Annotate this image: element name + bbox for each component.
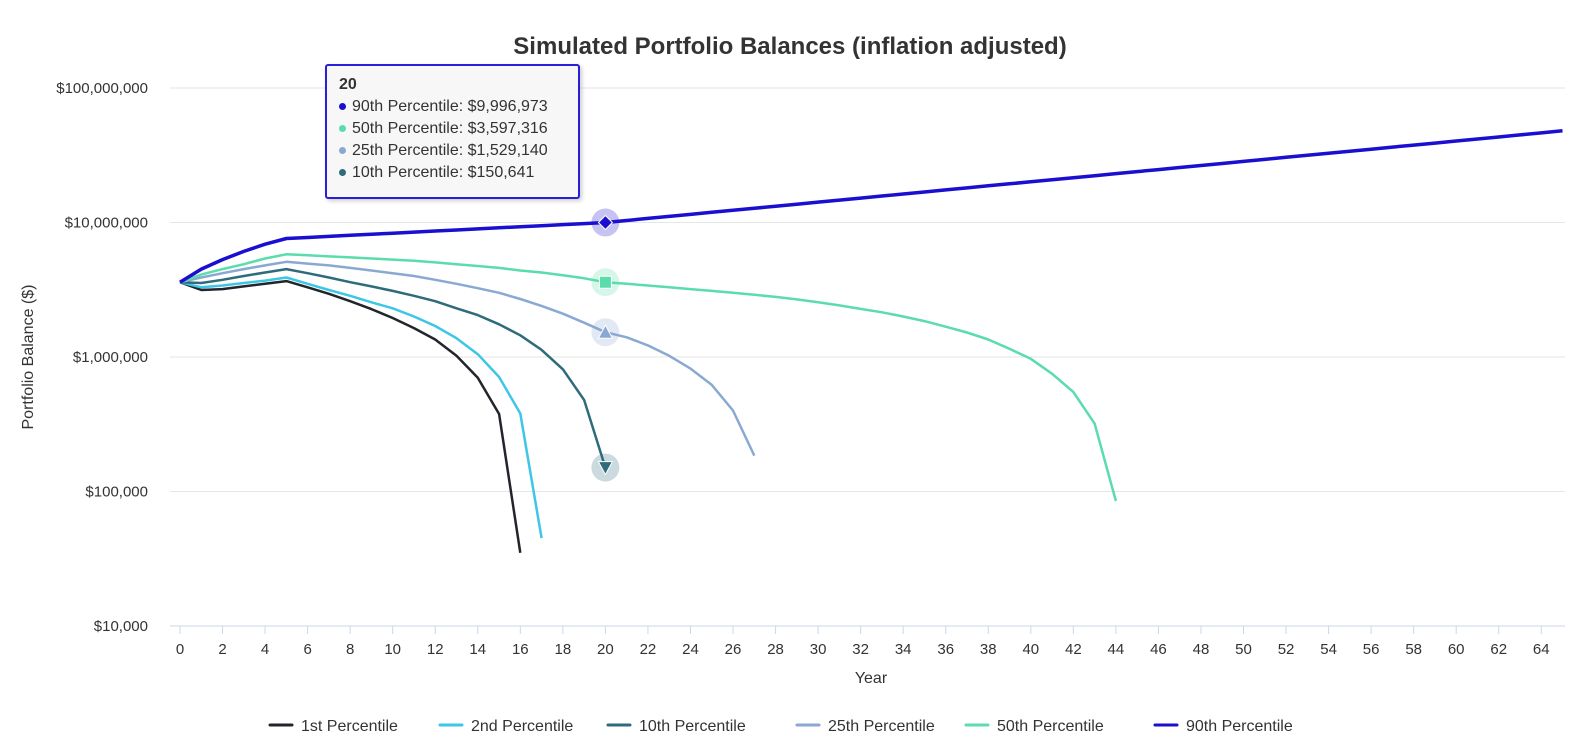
x-tick-label: 54 [1320, 641, 1337, 658]
x-tick-label: 34 [895, 641, 912, 658]
x-tick-label: 8 [346, 641, 354, 658]
legend-item-1st[interactable]: 1st Percentile [268, 718, 398, 735]
x-tick-label: 64 [1533, 641, 1550, 658]
x-tick-label: 22 [640, 641, 657, 658]
x-tick-label: 10 [384, 641, 401, 658]
tooltip-row-10th: 10th Percentile: $150,641 [339, 162, 566, 184]
x-tick-label: 44 [1108, 641, 1125, 658]
x-tick-label: 36 [937, 641, 954, 658]
x-tick-label: 0 [176, 641, 184, 658]
series-dot-icon [339, 147, 346, 155]
triangle-marker-icon [597, 324, 614, 339]
x-axis-ticks: 0 2 4 6 8 10 12 14 16 18 20 22 24 26 28 30 32 34 36 38 40 42 4… [176, 626, 1550, 658]
tooltip-row-50th: 50th Percentile: $3,597,316 [339, 118, 566, 140]
x-tick-label: 56 [1363, 641, 1380, 658]
x-tick-label: 40 [1022, 641, 1039, 658]
tooltip-row-label: 25th Percentile: $1,529,140 [352, 142, 548, 159]
x-tick-label: 14 [469, 641, 486, 658]
x-tick-label: 30 [810, 641, 827, 658]
series-dot-icon [339, 125, 346, 133]
series-dot-icon [339, 169, 346, 177]
y-tick-label: $1,000,000 [73, 349, 148, 366]
series-line-25th[interactable] [179, 260, 756, 457]
x-tick-label: 48 [1193, 641, 1210, 658]
x-tick-label: 42 [1065, 641, 1082, 658]
tooltip-row-25th: 25th Percentile: $1,529,140 [339, 140, 566, 162]
tooltip-row-label: 10th Percentile: $150,641 [352, 164, 535, 181]
x-tick-label: 58 [1405, 641, 1422, 658]
series-line-2nd[interactable] [179, 276, 543, 539]
x-tick-label: 46 [1150, 641, 1167, 658]
legend: 1st Percentile 2nd Percentile 10th Percent… [268, 718, 1293, 735]
tooltip-title: 20 [339, 76, 357, 93]
legend-label: 25th Percentile [828, 718, 935, 735]
y-tick-label: $10,000,000 [65, 215, 148, 232]
tooltip-row-label: 50th Percentile: $3,597,316 [352, 120, 548, 137]
x-tick-label: 50 [1235, 641, 1252, 658]
x-tick-label: 38 [980, 641, 997, 658]
x-tick-label: 62 [1490, 641, 1507, 658]
chart-title: Simulated Portfolio Balances (inflation … [513, 33, 1066, 60]
series-line-90th[interactable] [179, 129, 1563, 284]
x-tick-label: 4 [261, 641, 269, 658]
series-line-10th[interactable] [179, 267, 607, 468]
x-tick-label: 60 [1448, 641, 1465, 658]
triangle-down-marker-icon [597, 461, 614, 476]
x-tick-label: 26 [725, 641, 742, 658]
y-tick-label: $100,000,000 [56, 80, 148, 97]
tooltip: 20 90th Percentile: $9,996,973 50th Perc… [325, 64, 580, 199]
legend-label: 10th Percentile [639, 718, 746, 735]
legend-label: 50th Percentile [997, 718, 1104, 735]
legend-item-25th[interactable]: 25th Percentile [795, 718, 935, 735]
legend-item-90th[interactable]: 90th Percentile [1153, 718, 1293, 735]
x-tick-label: 6 [303, 641, 311, 658]
series-lines [179, 129, 1563, 553]
series-dot-icon [339, 103, 346, 111]
tooltip-row-90th: 90th Percentile: $9,996,973 [339, 96, 566, 118]
legend-label: 2nd Percentile [471, 718, 573, 735]
x-axis-label: Year [855, 670, 888, 687]
tooltip-row-label: 90th Percentile: $9,996,973 [352, 98, 548, 115]
y-axis-ticks: $10,000 $100,000 $1,000,000 $10,000,000 $100… [56, 80, 148, 635]
legend-item-10th[interactable]: 10th Percentile [606, 718, 746, 735]
y-tick-label: $100,000 [85, 484, 148, 501]
series-line-50th[interactable] [179, 253, 1118, 502]
x-tick-label: 32 [852, 641, 869, 658]
x-tick-label: 16 [512, 641, 529, 658]
hover-markers [591, 208, 620, 482]
legend-label: 1st Percentile [301, 718, 398, 735]
x-tick-label: 12 [427, 641, 444, 658]
diamond-marker-icon [597, 214, 614, 231]
y-axis-label: Portfolio Balance ($) [20, 285, 37, 430]
legend-item-2nd[interactable]: 2nd Percentile [438, 718, 573, 735]
square-marker-icon [598, 275, 612, 289]
y-tick-label: $10,000 [94, 618, 148, 635]
x-tick-label: 52 [1278, 641, 1295, 658]
series-line-1st[interactable] [179, 279, 522, 553]
x-tick-label: 28 [767, 641, 784, 658]
legend-item-50th[interactable]: 50th Percentile [964, 718, 1104, 735]
x-tick-label: 20 [597, 641, 614, 658]
x-tick-label: 2 [218, 641, 226, 658]
x-tick-label: 24 [682, 641, 699, 658]
legend-label: 90th Percentile [1186, 718, 1293, 735]
x-tick-label: 18 [555, 641, 572, 658]
